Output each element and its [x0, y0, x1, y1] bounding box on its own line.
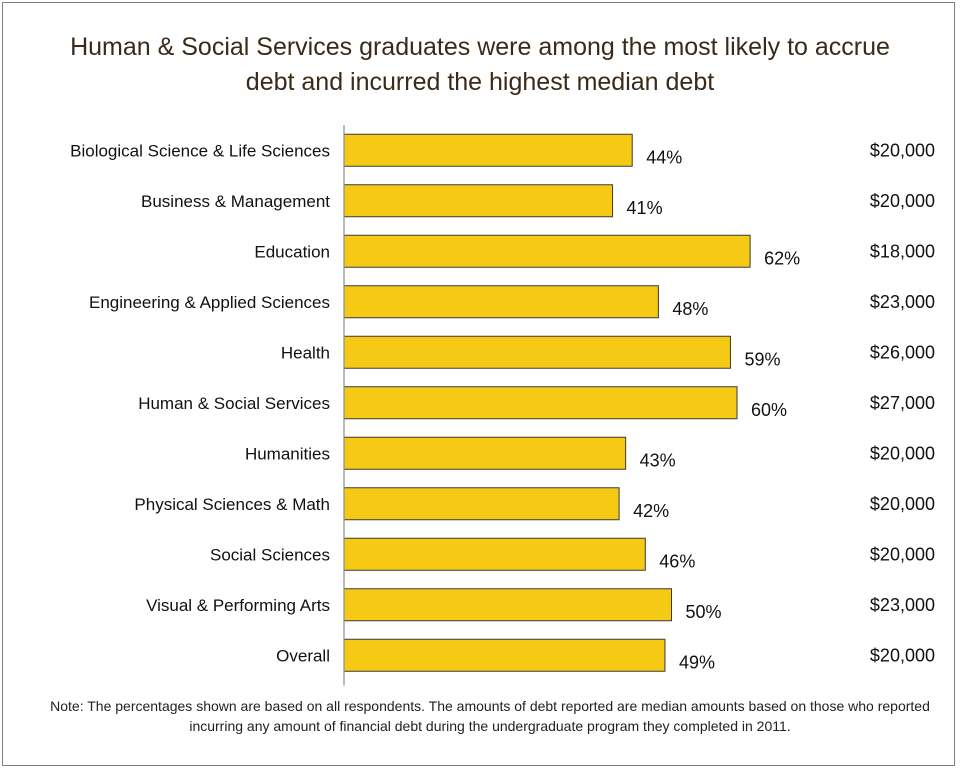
bar [343, 285, 659, 319]
median-debt-label: $20,000 [870, 645, 935, 665]
median-debt-label: $23,000 [870, 292, 935, 312]
median-debt-label: $27,000 [870, 393, 935, 413]
median-debt-label: $20,000 [870, 544, 935, 564]
value-label: 59% [744, 349, 780, 369]
median-debt-label: $20,000 [870, 191, 935, 211]
value-label: 62% [764, 248, 800, 268]
value-label: 60% [751, 400, 787, 420]
category-label: Social Sciences [210, 545, 330, 564]
category-label: Biological Science & Life Sciences [70, 141, 330, 160]
bar [343, 588, 672, 622]
value-label: 49% [679, 652, 715, 672]
category-label: Overall [276, 646, 330, 665]
category-label: Education [254, 242, 330, 261]
value-label: 48% [672, 299, 708, 319]
category-label: Humanities [245, 444, 330, 463]
median-debt-label: $26,000 [870, 342, 935, 362]
bar [343, 184, 614, 218]
value-label: 50% [686, 602, 722, 622]
median-debt-label: $20,000 [870, 140, 935, 160]
chart-title: Human & Social Services graduates were a… [70, 33, 890, 96]
chart-frame [2, 2, 955, 766]
bar [343, 335, 731, 369]
value-label: 44% [646, 147, 682, 167]
median-debt-label: $18,000 [870, 241, 935, 261]
value-label: 41% [627, 198, 663, 218]
category-label: Business & Management [141, 192, 330, 211]
value-label: 46% [659, 551, 695, 571]
median-debt-label: $23,000 [870, 595, 935, 615]
chart-note: Note: The percentages shown are based on… [50, 698, 930, 734]
category-label: Visual & Performing Arts [146, 596, 330, 615]
bar [343, 386, 738, 420]
category-label: Health [281, 343, 330, 362]
category-label: Human & Social Services [138, 394, 330, 413]
bar [343, 537, 646, 571]
bar [343, 133, 633, 167]
median-debt-label: $20,000 [870, 443, 935, 463]
median-debt-label: $20,000 [870, 494, 935, 514]
bar [343, 487, 620, 521]
value-label: 43% [640, 450, 676, 470]
value-label: 42% [633, 501, 669, 521]
bar [343, 638, 666, 672]
bar [343, 234, 751, 268]
bar [343, 436, 627, 470]
category-label: Engineering & Applied Sciences [89, 293, 330, 312]
category-label: Physical Sciences & Math [134, 495, 330, 514]
